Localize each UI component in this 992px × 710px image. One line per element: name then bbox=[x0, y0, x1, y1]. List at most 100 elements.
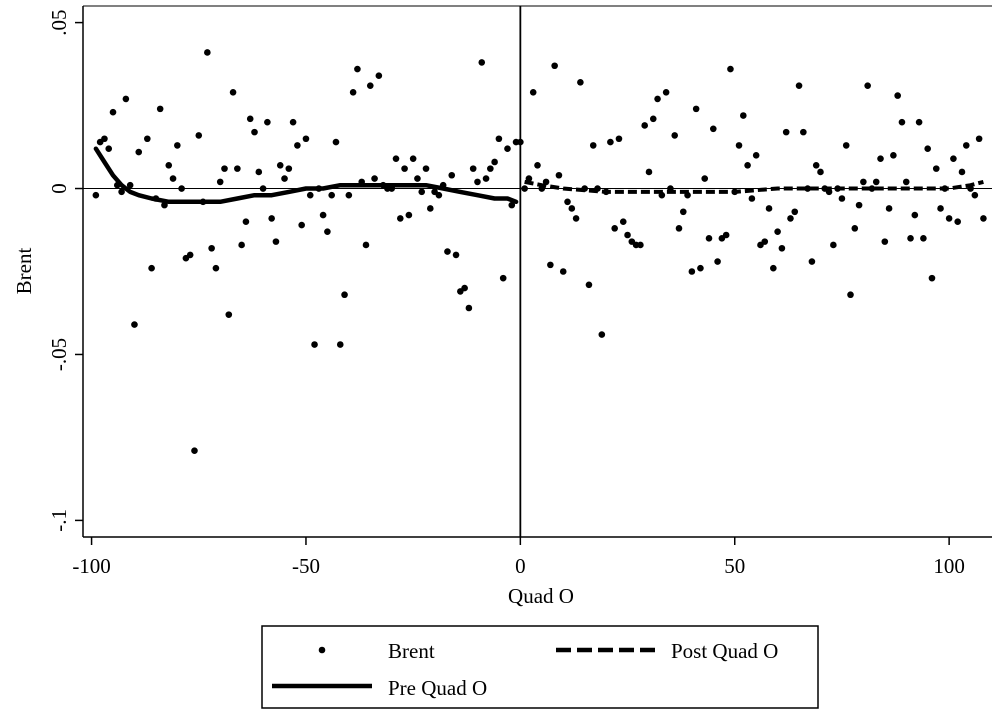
data-point bbox=[902, 178, 910, 186]
data-point bbox=[851, 225, 859, 232]
data-point bbox=[469, 165, 477, 172]
legend-box bbox=[261, 625, 819, 709]
data-point bbox=[980, 215, 987, 222]
data-point bbox=[478, 59, 486, 66]
data-point bbox=[800, 128, 807, 136]
data-point bbox=[109, 108, 117, 116]
data-point bbox=[332, 138, 340, 146]
data-point bbox=[748, 195, 756, 202]
data-point bbox=[752, 152, 760, 159]
data-point bbox=[216, 178, 224, 186]
data-point bbox=[714, 258, 721, 265]
data-point bbox=[697, 264, 704, 272]
data-point bbox=[366, 82, 374, 89]
data-point bbox=[778, 244, 786, 252]
data-point bbox=[345, 191, 353, 199]
data-point bbox=[860, 178, 867, 186]
data-point bbox=[791, 208, 799, 216]
data-point bbox=[962, 142, 970, 149]
data-point bbox=[701, 175, 709, 182]
data-point bbox=[722, 231, 730, 239]
data-point bbox=[448, 171, 456, 179]
data-point bbox=[495, 135, 503, 143]
data-point bbox=[234, 165, 241, 172]
data-point bbox=[174, 142, 181, 149]
data-point bbox=[692, 105, 700, 113]
data-point bbox=[294, 142, 301, 149]
data-point bbox=[619, 218, 627, 226]
data-point bbox=[517, 138, 524, 146]
data-point bbox=[641, 122, 648, 129]
data-point bbox=[589, 142, 597, 149]
data-point bbox=[907, 235, 914, 242]
data-point bbox=[354, 65, 361, 73]
data-point bbox=[924, 145, 931, 153]
y-axis-ticks: .05 0 -.05 -.1 bbox=[47, 9, 83, 532]
data-point bbox=[178, 185, 185, 192]
data-point bbox=[281, 175, 288, 182]
post-quad-o-line bbox=[524, 179, 984, 194]
data-point bbox=[547, 261, 554, 269]
data-point bbox=[662, 88, 670, 96]
x-tick-label: 50 bbox=[724, 554, 745, 578]
data-point bbox=[838, 195, 846, 202]
legend-label: Post Quad O bbox=[671, 639, 778, 663]
data-point bbox=[954, 218, 961, 226]
x-axis-label: Quad O bbox=[508, 584, 574, 608]
data-point bbox=[221, 165, 228, 172]
pre-quad-o-line bbox=[93, 146, 519, 205]
data-point bbox=[259, 185, 267, 192]
y-tick-label: .05 bbox=[47, 9, 71, 35]
data-point bbox=[375, 72, 383, 79]
data-point bbox=[156, 105, 164, 113]
data-point bbox=[392, 155, 400, 162]
data-point bbox=[915, 118, 923, 126]
data-point bbox=[817, 168, 824, 176]
data-point bbox=[877, 155, 884, 162]
data-point bbox=[255, 168, 263, 176]
x-tick-label: 0 bbox=[515, 554, 526, 578]
legend: Brent Post Quad O Pre Quad O bbox=[261, 625, 819, 709]
data-point bbox=[761, 238, 769, 245]
data-point bbox=[525, 175, 533, 182]
data-point bbox=[521, 185, 528, 192]
data-point bbox=[272, 238, 280, 245]
data-point bbox=[101, 135, 108, 143]
data-point bbox=[302, 135, 310, 143]
data-point bbox=[319, 211, 327, 219]
data-point bbox=[191, 447, 198, 455]
data-point bbox=[645, 168, 653, 176]
data-point bbox=[812, 162, 820, 169]
data-point bbox=[615, 135, 623, 143]
data-point bbox=[118, 188, 125, 196]
data-point bbox=[285, 165, 293, 172]
plot-frame bbox=[82, 5, 992, 538]
data-point bbox=[92, 191, 100, 199]
data-point bbox=[705, 235, 713, 242]
fit-lines bbox=[93, 146, 984, 205]
data-point bbox=[306, 191, 314, 199]
data-point bbox=[787, 215, 794, 222]
data-point bbox=[418, 188, 426, 196]
legend-symbol-dot bbox=[318, 646, 326, 654]
data-point bbox=[298, 221, 305, 229]
data-point bbox=[607, 138, 614, 146]
data-point bbox=[289, 118, 297, 126]
data-point bbox=[744, 162, 751, 169]
y-tick-label: -.05 bbox=[47, 338, 71, 371]
data-point bbox=[920, 235, 927, 242]
data-point bbox=[122, 95, 130, 103]
data-point bbox=[534, 162, 541, 169]
data-point bbox=[242, 218, 250, 226]
data-point bbox=[572, 215, 580, 222]
data-point bbox=[598, 331, 606, 338]
data-point bbox=[551, 62, 558, 70]
data-point bbox=[396, 215, 404, 222]
data-point bbox=[341, 291, 348, 299]
data-point bbox=[409, 155, 417, 162]
data-point bbox=[238, 241, 245, 249]
data-point bbox=[491, 158, 498, 166]
data-point bbox=[928, 274, 936, 282]
data-point bbox=[414, 175, 421, 182]
data-point bbox=[782, 128, 790, 136]
